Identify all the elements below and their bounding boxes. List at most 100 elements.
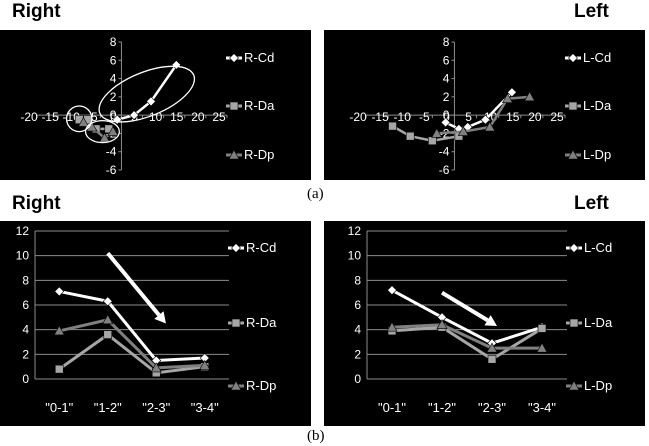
y-tick-label: -4 (106, 145, 117, 159)
series-line-R-Cd (58, 289, 205, 363)
x-tick-label: -15 (371, 110, 389, 124)
y-tick-label: 8 (22, 273, 29, 287)
legend-swatch-marker (229, 101, 239, 111)
y-tick-label: 2 (110, 90, 117, 104)
data-point-R-Dp (53, 325, 65, 336)
legend-swatch-marker (568, 380, 580, 391)
y-tick-label: -4 (439, 145, 450, 159)
y-tick-label: -6 (439, 163, 450, 177)
data-point-R-Cd (129, 110, 140, 121)
x-tick-label: 25 (550, 110, 564, 124)
x-tick-label: 15 (506, 110, 520, 124)
legend-label: L-Da (583, 98, 612, 113)
x-tick-label: 5 (465, 110, 472, 124)
legend-label: R-Cd (244, 50, 274, 65)
chart-panel-a-right: -20-15-10-50510152025-6-4-202468R-CdR-Da… (0, 30, 311, 180)
y-tick-label: 6 (443, 53, 450, 67)
x-tick-label: -20 (349, 110, 367, 124)
x-tick-label: 15 (170, 110, 184, 124)
x-category-label: "3-4" (191, 400, 219, 415)
data-point-L-Dp (524, 91, 536, 102)
data-point-L-Da (405, 131, 415, 141)
data-point-L-Dp (436, 319, 448, 330)
heading-bottom-right: Right (12, 193, 61, 214)
data-point-L-Cd (507, 87, 517, 98)
data-point-L-Dp (386, 321, 398, 332)
series-line-L-Da (391, 325, 543, 362)
legend-label: L-Cd (584, 240, 612, 255)
x-tick-label: 20 (528, 110, 542, 124)
data-point-R-Dp (150, 362, 162, 373)
y-tick-label: 12 (16, 224, 30, 238)
series-line-R-Da (58, 332, 205, 375)
heading-top-right: Right (12, 1, 61, 22)
y-tick-label: 8 (110, 35, 117, 49)
x-tick-label: 0 (443, 110, 450, 124)
legend-label: L-Da (584, 315, 613, 330)
chart-background (1, 31, 310, 179)
legend-label: R-Da (244, 98, 275, 113)
heading-bottom-left: Left (574, 193, 609, 214)
y-tick-label: 0 (110, 108, 117, 122)
data-point-L-Da (537, 324, 547, 333)
annotation-ellipse (84, 119, 120, 144)
chart-b-left: 0 2 4 6 8 10 12 "0-1" "1-2" "2-3" "3-4" L-Cd L-Da L-D… (325, 222, 644, 425)
caption-b: (b) (307, 428, 325, 444)
data-point-L-Da (487, 354, 497, 364)
heading-top-left: Left (574, 1, 609, 22)
legend-swatch-marker (231, 318, 241, 328)
trend-arrow-shaft (106, 251, 161, 317)
annotation-ellipse (65, 105, 93, 133)
y-tick-label: 10 (16, 249, 30, 263)
data-point-L-Cd (480, 114, 491, 125)
data-point-L-Dp (457, 125, 469, 136)
legend-label: R-Dp (244, 147, 274, 162)
x-category-label: "2-3" (478, 400, 506, 415)
chart-panel-a-left: -20 -15 -10 -5 0 5 10 15 20 25 -6 -4 -2 0 2 4 6 8 L-Cd L-Da… (324, 30, 645, 180)
data-point-L-Dp (431, 127, 443, 138)
x-tick-label: 25 (212, 110, 226, 124)
legend-swatch-marker (568, 101, 578, 111)
chart-background (325, 31, 644, 179)
y-tick-label: -6 (106, 163, 117, 177)
y-tick-label: 4 (354, 323, 361, 337)
data-point-R-Dp (107, 125, 119, 136)
legend-swatch-marker (569, 318, 579, 328)
data-point-R-Dp (77, 116, 89, 127)
y-tick-label: 0 (354, 372, 361, 386)
series-line-L-Da (391, 125, 460, 143)
x-category-label: "2-3" (142, 400, 170, 415)
chart-a-left: -20 -15 -10 -5 0 5 10 15 20 25-6-4-202468L-CdL-Da… (325, 31, 644, 179)
y-tick-label: 0 (443, 108, 450, 122)
x-tick-label: 0 (110, 110, 117, 124)
x-tick-label: 10 (149, 110, 163, 124)
y-tick-label: 4 (110, 72, 117, 86)
x-category-label: "0-1" (45, 400, 73, 415)
data-point-L-Da (428, 136, 437, 146)
y-tick-label: 8 (354, 273, 361, 287)
x-category-label: "1-2" (94, 400, 122, 415)
legend-swatch-marker (567, 149, 579, 160)
legend-swatch-marker (231, 243, 241, 253)
x-category-label: "0-1" (378, 400, 406, 415)
y-tick-label: 2 (22, 347, 29, 361)
x-category-label: "1-2" (428, 400, 456, 415)
series-line-L-Cd (391, 288, 543, 345)
annotation-ellipse (98, 65, 196, 123)
x-tick-label: 20 (191, 110, 205, 124)
data-point-L-Cd (387, 285, 397, 296)
trend-arrow-shaft (440, 290, 489, 322)
y-tick-label: 4 (22, 323, 29, 337)
x-tick-label: -5 (419, 110, 430, 124)
legend-swatch-marker (228, 149, 240, 160)
x-tick-label: -5 (87, 110, 98, 124)
y-tick-label: 8 (443, 35, 450, 49)
x-tick-label: -10 (394, 110, 412, 124)
legend-label: R-Da (246, 315, 277, 330)
data-point-L-Da (388, 121, 397, 131)
data-point-L-Dp (536, 342, 548, 353)
data-point-R-Cd (146, 96, 156, 107)
data-point-L-Dp (486, 342, 498, 353)
legend-label: R-Dp (246, 378, 276, 393)
series-line-R-Dp (58, 318, 205, 370)
